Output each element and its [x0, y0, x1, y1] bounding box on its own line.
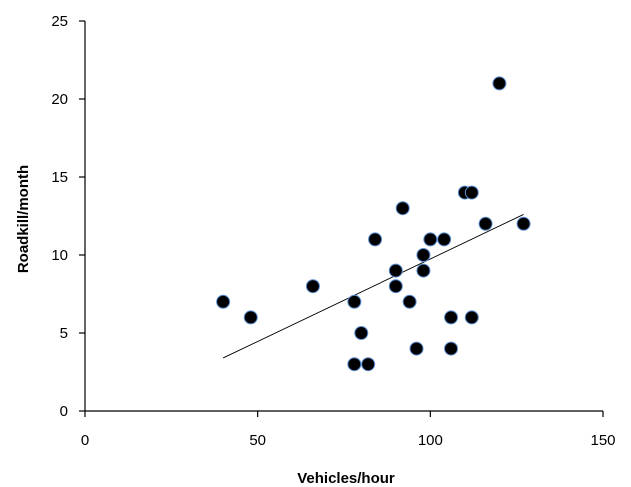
plot-area	[216, 76, 531, 372]
y-axis-title: Roadkill/month	[15, 165, 32, 273]
data-point	[437, 232, 452, 247]
data-point	[388, 263, 403, 278]
data-point	[416, 263, 431, 278]
data-point	[516, 216, 531, 231]
data-point	[402, 294, 417, 309]
y-tick-label: 10	[51, 247, 68, 264]
data-point	[492, 76, 507, 91]
data-point	[464, 185, 479, 200]
data-point	[354, 326, 369, 340]
data-point	[216, 294, 231, 309]
data-point	[361, 357, 376, 372]
data-point	[368, 232, 383, 247]
x-tick-label: 0	[81, 432, 89, 449]
y-tick-label: 5	[60, 325, 68, 342]
data-point	[347, 294, 362, 309]
data-point	[416, 248, 431, 262]
x-tick-label: 100	[418, 432, 443, 449]
data-point	[423, 232, 438, 247]
x-tick-label: 50	[249, 432, 266, 449]
data-point	[409, 341, 424, 356]
y-tick-label: 0	[60, 403, 68, 420]
data-point	[347, 357, 362, 372]
data-point	[444, 341, 459, 356]
data-point	[305, 279, 320, 294]
x-axis-ticks: 0 50 100 150	[81, 411, 616, 449]
data-point	[478, 216, 493, 231]
y-axis-ticks: 0 5 10 15 20 25	[51, 13, 85, 420]
y-tick-label: 20	[51, 91, 68, 108]
data-point	[388, 279, 403, 294]
data-point	[243, 310, 258, 325]
data-point	[444, 310, 459, 325]
trendline	[222, 214, 524, 359]
y-tick-label: 25	[51, 13, 68, 30]
x-tick-label: 150	[590, 432, 615, 449]
data-point	[395, 201, 410, 216]
x-axis-title: Vehicles/hour	[297, 470, 395, 487]
y-tick-label: 15	[51, 169, 68, 186]
data-point	[464, 310, 479, 325]
